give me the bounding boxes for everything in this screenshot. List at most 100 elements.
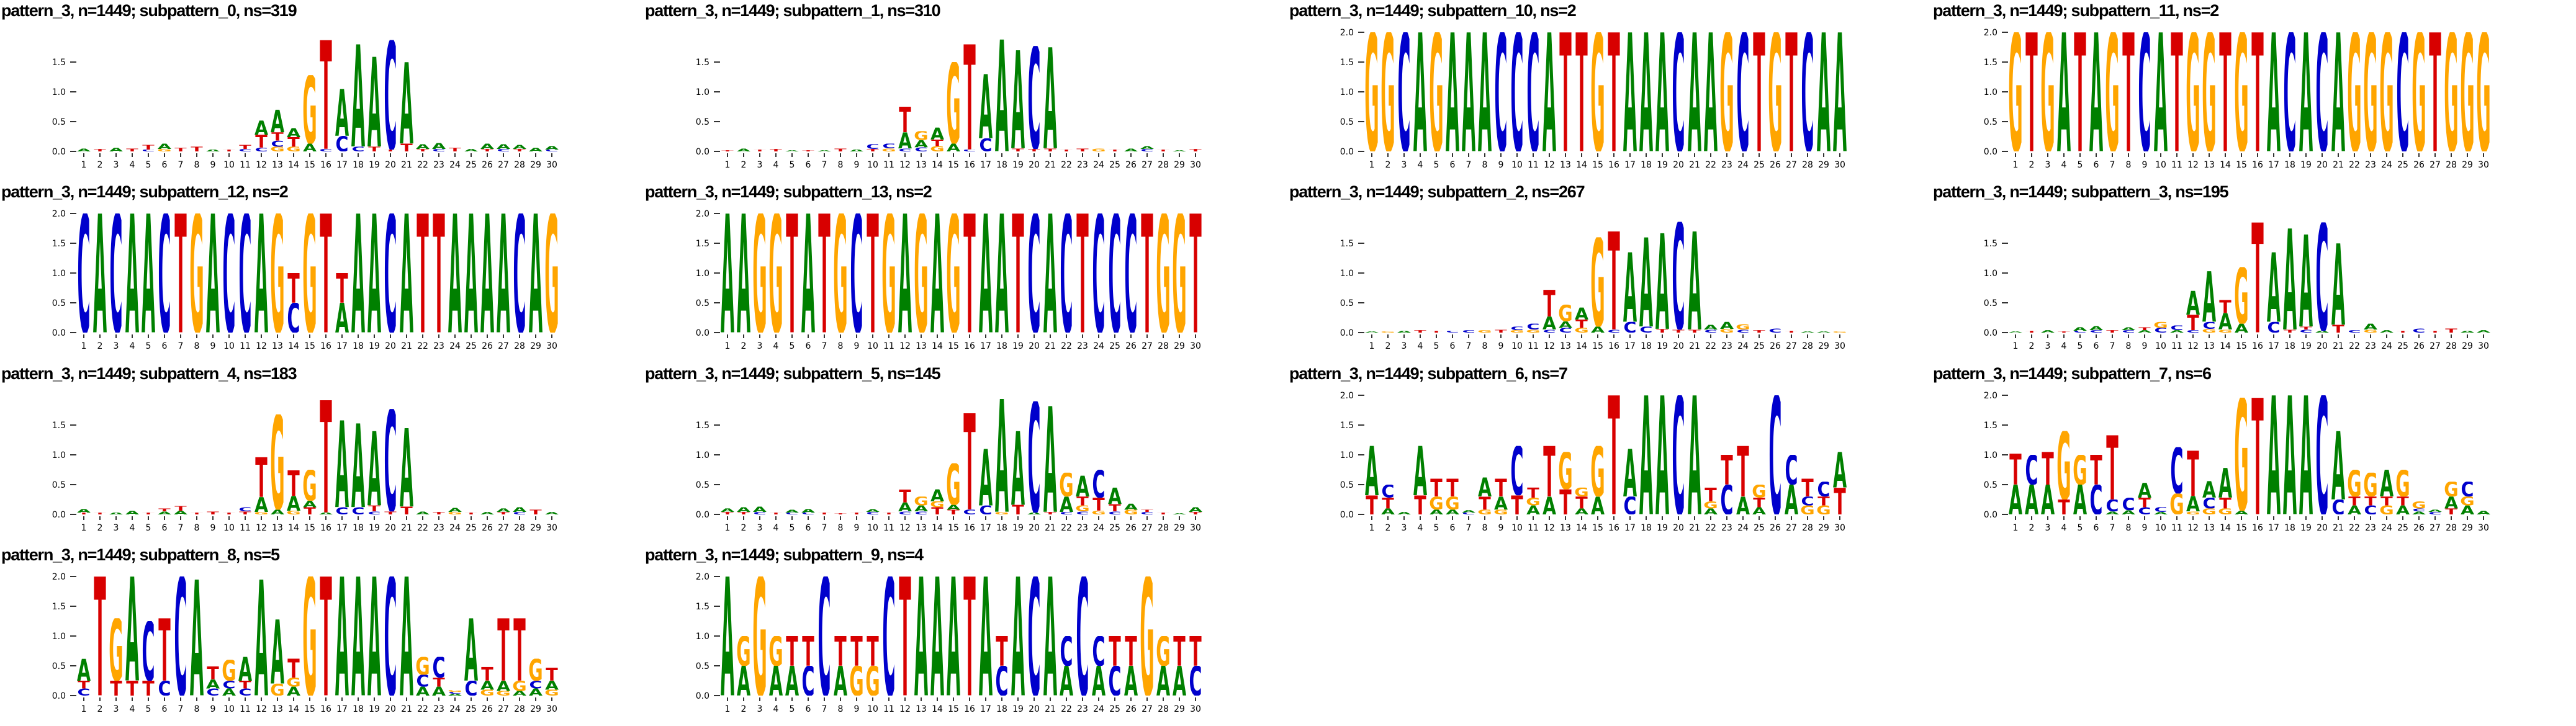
- logo-letter-A: A: [206, 150, 220, 151]
- svg-text:G: G: [222, 655, 236, 688]
- logo-column-29: G: [2460, 0, 2474, 181]
- x-tick-label: 10: [1511, 341, 1523, 351]
- svg-text:C: C: [2187, 329, 2200, 333]
- x-tick-label: 4: [130, 523, 135, 533]
- logo-letter-T: T: [126, 681, 138, 696]
- x-tick-label: 30: [546, 523, 557, 533]
- svg-text:A: A: [545, 678, 559, 692]
- x-tick-label: 22: [1705, 523, 1716, 533]
- logo-letter-C: C: [1511, 32, 1524, 151]
- logo-column-21: A: [2331, 32, 2345, 151]
- y-tick-label: 2.0: [52, 209, 66, 219]
- logo-column-16: AT: [319, 400, 333, 514]
- logo-letter-T: T: [2397, 331, 2409, 333]
- x-tick-label: 14: [2220, 523, 2231, 533]
- svg-text:A: A: [416, 143, 430, 151]
- x-tick-label: 13: [916, 523, 927, 533]
- svg-text:G: G: [2379, 0, 2394, 181]
- logo-letter-A: A: [930, 576, 944, 696]
- logo-letter-T: T: [1157, 513, 1169, 514]
- svg-text:T: T: [1608, 363, 1619, 544]
- logo-letter-T: T: [1076, 496, 1089, 505]
- y-tick-label: 2.0: [696, 209, 709, 219]
- svg-text:T: T: [2025, 0, 2037, 181]
- x-tick-label: 18: [1641, 341, 1652, 351]
- logo-column-28: TAG: [2444, 482, 2459, 514]
- svg-text:G: G: [1156, 181, 1170, 362]
- svg-text:C: C: [1109, 181, 1122, 362]
- svg-text:T: T: [2380, 494, 2393, 508]
- logo-letter-T: T: [1753, 330, 1765, 333]
- x-tick-label: 5: [146, 523, 151, 533]
- logo-letter-A: A: [2331, 243, 2345, 325]
- x-tick-label: 8: [1482, 160, 1488, 170]
- x-tick-label: 26: [1125, 160, 1137, 170]
- logo-letter-T: T: [1430, 331, 1443, 333]
- logo-column-17: AT: [335, 273, 349, 333]
- x-tick-label: 29: [530, 704, 541, 714]
- x-tick-label: 23: [2365, 160, 2376, 170]
- logo-letter-T: T: [368, 506, 381, 512]
- logo-letter-A: A: [817, 150, 832, 151]
- svg-text:A: A: [995, 368, 1009, 544]
- logo-column-10: GT: [865, 636, 880, 696]
- x-tick-label: 2: [2029, 160, 2035, 170]
- svg-text:C: C: [239, 687, 252, 698]
- logo-letter-T: T: [1543, 446, 1556, 497]
- svg-text:G: G: [302, 544, 317, 725]
- x-tick-label: 9: [2142, 523, 2148, 533]
- x-tick-label: 22: [1061, 341, 1072, 351]
- svg-text:A: A: [174, 510, 188, 516]
- svg-text:A: A: [1655, 363, 1669, 544]
- logo-letter-G: G: [1558, 452, 1572, 489]
- svg-text:C: C: [336, 506, 349, 517]
- svg-text:C: C: [2364, 503, 2377, 518]
- logo-column-8: GTA: [1477, 477, 1492, 514]
- svg-text:A: A: [2299, 363, 2313, 544]
- logo-letter-C: C: [1076, 576, 1089, 696]
- svg-text:T: T: [481, 663, 493, 685]
- svg-text:G: G: [2395, 462, 2410, 505]
- logo-column-3: G: [2040, 32, 2055, 151]
- svg-text:A: A: [2089, 325, 2104, 331]
- logo-letter-T: T: [786, 636, 798, 666]
- logo-letter-T: T: [497, 512, 509, 514]
- svg-text:A: A: [785, 150, 799, 152]
- logo-letter-C: C: [546, 150, 559, 151]
- logo-column-27: T: [1785, 331, 1798, 333]
- logo-letter-A: A: [1736, 496, 1750, 514]
- x-tick-label: 16: [320, 341, 331, 351]
- x-tick-label: 9: [1498, 523, 1504, 533]
- logo-letter-C: C: [996, 666, 1009, 696]
- logo-letter-A: A: [1639, 32, 1653, 151]
- logo-letter-A: A: [2073, 327, 2087, 331]
- logo-column-10: TC: [1511, 446, 1524, 514]
- logo-letter-C: C: [980, 506, 993, 514]
- x-tick-label: 29: [1174, 160, 1185, 170]
- logo-letter-G: G: [2186, 32, 2200, 151]
- svg-text:G: G: [2460, 0, 2474, 181]
- logo-letter-A: A: [1413, 446, 1427, 496]
- logo-letter-G: G: [1091, 511, 1106, 514]
- logo-letter-T: T: [2009, 454, 2022, 485]
- logo-letter-T: T: [1157, 150, 1169, 151]
- logo-column-18: TA: [2283, 228, 2297, 333]
- logo-letter-T: T: [721, 512, 733, 514]
- svg-text:A: A: [769, 658, 783, 706]
- logo-letter-T: T: [1109, 504, 1121, 512]
- svg-text:C: C: [2171, 325, 2184, 332]
- logo-letter-C: C: [223, 678, 236, 691]
- x-tick-label: 18: [996, 341, 1007, 351]
- x-tick-label: 14: [932, 341, 943, 351]
- logo-column-7: C: [174, 576, 187, 696]
- svg-text:C: C: [223, 678, 236, 691]
- svg-text:A: A: [1043, 181, 1057, 362]
- logo-letter-T: T: [433, 213, 444, 333]
- svg-text:G: G: [2234, 0, 2248, 181]
- x-tick-label: 7: [822, 704, 827, 714]
- svg-text:A: A: [2380, 462, 2394, 505]
- logo-letter-C: C: [336, 136, 349, 151]
- x-tick-label: 14: [288, 341, 299, 351]
- svg-text:G: G: [1590, 214, 1605, 356]
